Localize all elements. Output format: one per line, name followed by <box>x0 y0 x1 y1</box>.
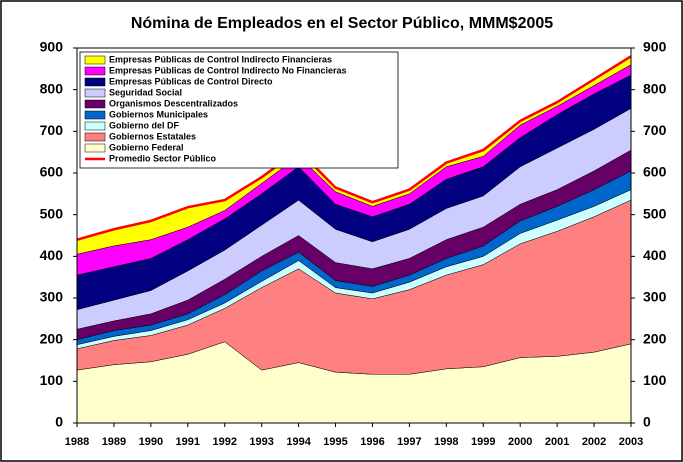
legend-swatch <box>84 121 106 131</box>
legend-label: Seguridad Social <box>109 87 182 97</box>
y2-tick-label: 600 <box>643 164 667 180</box>
legend-label: Empresas Públicas de Control Indirecto N… <box>109 65 347 75</box>
legend-label: Gobierno Federal <box>109 142 184 152</box>
x-tick-label: 1992 <box>212 436 236 448</box>
y-tick-label: 600 <box>40 164 64 180</box>
x-tick-label: 2001 <box>545 436 569 448</box>
x-tick-label: 2000 <box>508 436 532 448</box>
x-tick-label: 1996 <box>360 436 384 448</box>
x-tick-label: 2003 <box>619 436 643 448</box>
legend-label: Gobiernos Municipales <box>109 109 208 119</box>
x-tick-label: 1991 <box>176 436 200 448</box>
y-tick-label: 900 <box>40 39 64 55</box>
x-tick-label: 1989 <box>102 436 126 448</box>
y2-tick-label: 100 <box>643 372 667 388</box>
legend-swatch <box>84 143 106 153</box>
legend-label: Organismos Descentralizados <box>109 98 238 108</box>
y2-tick-label: 500 <box>643 205 667 221</box>
legend-swatch <box>84 88 106 98</box>
y-tick-label: 100 <box>40 372 64 388</box>
legend-swatch <box>84 99 106 109</box>
legend-swatch <box>84 132 106 142</box>
x-tick-label: 1998 <box>434 436 458 448</box>
y2-tick-label: 700 <box>643 122 667 138</box>
legend-label: Promedio Sector Público <box>109 153 217 163</box>
legend-label: Empresas Públicas de Control Indirecto F… <box>109 54 332 64</box>
y-tick-label: 0 <box>55 414 63 430</box>
y-tick-label: 500 <box>40 205 64 221</box>
y2-tick-label: 300 <box>643 289 667 305</box>
line <box>76 55 632 241</box>
x-tick-label: 1995 <box>323 436 347 448</box>
x-tick-label: 2002 <box>582 436 606 448</box>
legend-label: Gobiernos Estatales <box>109 131 196 141</box>
legend-box <box>79 51 399 169</box>
plot-border <box>76 47 632 424</box>
x-tick-label: 1997 <box>397 436 421 448</box>
y-tick-label: 800 <box>40 80 64 96</box>
x-tick-label: 1988 <box>65 436 89 448</box>
y-tick-label: 300 <box>40 289 64 305</box>
y2-tick-label: 200 <box>643 330 667 346</box>
legend-swatch <box>84 66 106 76</box>
y-tick-label: 200 <box>40 330 64 346</box>
legend-label: Gobierno del DF <box>109 120 180 130</box>
y-tick-label: 700 <box>40 122 64 138</box>
y2-tick-label: 900 <box>643 39 667 55</box>
legend-swatch <box>84 55 106 65</box>
y2-tick-label: 800 <box>643 80 667 96</box>
x-tick-label: 1999 <box>471 436 495 448</box>
x-tick-label: 1994 <box>286 436 311 448</box>
x-tick-label: 1993 <box>249 436 273 448</box>
legend-swatch <box>84 77 106 87</box>
legend-swatch <box>84 110 106 120</box>
y2-tick-label: 0 <box>643 414 651 430</box>
legend-label: Empresas Públicas de Control Directo <box>109 76 273 86</box>
y2-tick-label: 400 <box>643 247 667 263</box>
chart-title: Nómina de Empleados en el Sector Público… <box>131 15 553 32</box>
x-tick-label: 1990 <box>139 436 163 448</box>
y-tick-label: 400 <box>40 247 64 263</box>
